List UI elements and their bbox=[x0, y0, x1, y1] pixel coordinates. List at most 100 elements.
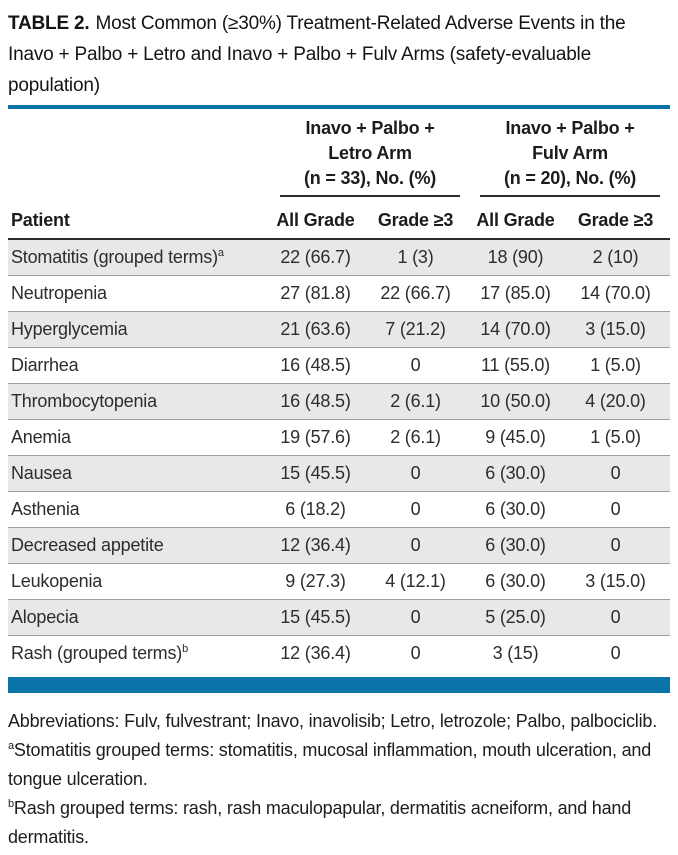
column-header-row: Patient All Grade Grade ≥3 All Grade Gra… bbox=[8, 197, 670, 240]
value-cell: 0 bbox=[370, 491, 470, 528]
abbreviations-note: Abbreviations: Fulv, fulvestrant; Inavo,… bbox=[8, 711, 658, 731]
value-cell: 15 (45.5) bbox=[270, 599, 370, 636]
adverse-event-name: Hyperglycemia bbox=[8, 311, 270, 348]
footnote-b-marker: b bbox=[8, 798, 14, 810]
table-row: Leukopenia 9 (27.3) 4 (12.1) 6 (30.0) 3 (15.… bbox=[8, 563, 670, 600]
group-header-line: Fulv Arm bbox=[532, 143, 608, 163]
value-cell: 12 (36.4) bbox=[270, 635, 370, 671]
value-cell: 0 bbox=[370, 455, 470, 492]
value-cell: 22 (66.7) bbox=[370, 275, 470, 312]
table-row: Nausea 15 (45.5) 0 6 (30.0) 0 bbox=[8, 455, 670, 492]
value-cell: 1 (5.0) bbox=[570, 419, 670, 456]
value-cell: 2 (6.1) bbox=[370, 419, 470, 456]
value-cell: 18 (90) bbox=[487, 247, 544, 267]
value-cell: 1 (5.0) bbox=[570, 347, 670, 384]
adverse-event-name: Thrombocytopenia bbox=[8, 383, 270, 420]
top-accent-rule bbox=[8, 105, 670, 109]
footnote-a: aStomatitis grouped terms: stomatitis, m… bbox=[8, 740, 652, 789]
value-cell: 10 (50.0) bbox=[470, 383, 570, 420]
adverse-event-name: Diarrhea bbox=[8, 347, 270, 384]
adverse-event-name: Leukopenia bbox=[8, 563, 270, 600]
value-cell: 9 (45.0) bbox=[470, 419, 570, 456]
table-row: Neutropenia 27 (81.8) 22 (66.7) 17 (85.0) 14… bbox=[8, 275, 670, 312]
column-header-all-grade-letro: All Grade bbox=[270, 197, 370, 240]
adverse-event-name: Neutropenia bbox=[8, 275, 270, 312]
value-cell: 22 (66.7) bbox=[280, 247, 351, 267]
table-caption: Most Common (≥30%) Treatment-Related Adv… bbox=[8, 13, 626, 96]
table-row: Decreased appetite 12 (36.4) 0 6 (30.0) 0 bbox=[8, 527, 670, 564]
value-cell: 0 bbox=[370, 347, 470, 384]
group-header-line: (n = 20), No. (%) bbox=[503, 168, 637, 188]
value-cell: 11 (55.0) bbox=[470, 347, 570, 384]
table-row: Hyperglycemia 21 (63.6) 7 (21.2) 14 (70.0) 3… bbox=[8, 311, 670, 348]
value-cell: 0 bbox=[570, 599, 670, 636]
value-cell: 6 (30.0) bbox=[470, 527, 570, 564]
adverse-event-name: Alopecia bbox=[8, 599, 270, 636]
adverse-event-name: Asthenia bbox=[8, 491, 270, 528]
value-cell: 4 (20.0) bbox=[570, 383, 670, 420]
value-cell: 17 (85.0) bbox=[470, 275, 570, 312]
group-header-fulv-arm: Inavo + Palbo + Fulv Arm (n = 20), No. (… bbox=[470, 109, 670, 197]
value-cell: 0 bbox=[570, 491, 670, 528]
bottom-accent-bar bbox=[8, 677, 670, 693]
value-cell: 16 (48.5) bbox=[270, 383, 370, 420]
footnote-reference: a bbox=[217, 247, 224, 259]
group-header-letro-arm: Inavo + Palbo + Letro Arm (n = 33), No. … bbox=[270, 109, 470, 197]
value-cell: 6 (30.0) bbox=[470, 491, 570, 528]
value-cell: 21 (63.6) bbox=[270, 311, 370, 348]
value-cell: 0 bbox=[370, 527, 470, 564]
value-cell: 0 bbox=[570, 527, 670, 564]
adverse-events-table: Inavo + Palbo + Letro Arm (n = 33), No. … bbox=[8, 109, 670, 671]
value-cell: 16 (48.5) bbox=[270, 347, 370, 384]
value-cell: 6 (30.0) bbox=[470, 455, 570, 492]
footnote-b: bRash grouped terms: rash, rash maculopa… bbox=[8, 798, 632, 847]
value-cell: 0 bbox=[370, 599, 470, 636]
table-row: Asthenia 6 (18.2) 0 6 (30.0) 0 bbox=[8, 491, 670, 528]
group-underline bbox=[480, 195, 660, 197]
table-row: Thrombocytopenia 16 (48.5) 2 (6.1) 10 (50.0… bbox=[8, 383, 670, 420]
value-cell: 14 (70.0) bbox=[570, 275, 670, 312]
value-cell: 9 (27.3) bbox=[270, 563, 370, 600]
value-cell: 2 (6.1) bbox=[370, 383, 470, 420]
value-cell: 0 bbox=[570, 455, 670, 492]
value-cell: 14 (70.0) bbox=[470, 311, 570, 348]
adverse-event-name: Stomatitis (grouped terms)a bbox=[11, 247, 224, 267]
table-body: Stomatitis (grouped terms)a 22 (66.7) 1 (3… bbox=[8, 239, 670, 671]
value-cell: 4 (12.1) bbox=[370, 563, 470, 600]
footnotes: Abbreviations: Fulv, fulvestrant; Inavo,… bbox=[8, 707, 658, 852]
group-header-line: Inavo + Palbo + bbox=[305, 118, 435, 138]
value-cell: 5 (25.0) bbox=[470, 599, 570, 636]
value-cell: 1 (3) bbox=[397, 247, 434, 267]
value-cell: 7 (21.2) bbox=[370, 311, 470, 348]
group-underline bbox=[280, 195, 460, 197]
group-header-line: (n = 33), No. (%) bbox=[303, 168, 437, 188]
table-number: TABLE 2. bbox=[8, 13, 90, 34]
value-cell: 0 bbox=[370, 635, 470, 671]
value-cell: 27 (81.8) bbox=[270, 275, 370, 312]
group-header-line: Letro Arm bbox=[328, 143, 412, 163]
table-row: Rash (grouped terms)b 12 (36.4) 0 3 (15) 0 bbox=[8, 635, 670, 671]
group-header-spacer bbox=[8, 109, 270, 197]
value-cell: 2 (10) bbox=[592, 247, 639, 267]
adverse-event-name: Rash (grouped terms)b bbox=[8, 635, 270, 671]
value-cell: 15 (45.5) bbox=[270, 455, 370, 492]
column-header-grade3-letro: Grade ≥3 bbox=[370, 197, 470, 240]
table-row: Anemia 19 (57.6) 2 (6.1) 9 (45.0) 1 (5.0) bbox=[8, 419, 670, 456]
adverse-event-name: Anemia bbox=[8, 419, 270, 456]
value-cell: 6 (30.0) bbox=[470, 563, 570, 600]
value-cell: 3 (15.0) bbox=[570, 311, 670, 348]
footnote-reference: b bbox=[182, 643, 188, 655]
value-cell: 6 (18.2) bbox=[270, 491, 370, 528]
group-header-row: Inavo + Palbo + Letro Arm (n = 33), No. … bbox=[8, 109, 670, 197]
footnote-a-marker: a bbox=[8, 740, 14, 752]
adverse-event-name: Nausea bbox=[8, 455, 270, 492]
column-header-grade3-fulv: Grade ≥3 bbox=[570, 197, 670, 240]
value-cell: 3 (15.0) bbox=[570, 563, 670, 600]
column-header-patient: Patient bbox=[8, 197, 270, 240]
value-cell: 19 (57.6) bbox=[270, 419, 370, 456]
value-cell: 0 bbox=[570, 635, 670, 671]
group-header-line: Inavo + Palbo + bbox=[505, 118, 635, 138]
adverse-event-name: Decreased appetite bbox=[8, 527, 270, 564]
value-cell: 3 (15) bbox=[470, 635, 570, 671]
